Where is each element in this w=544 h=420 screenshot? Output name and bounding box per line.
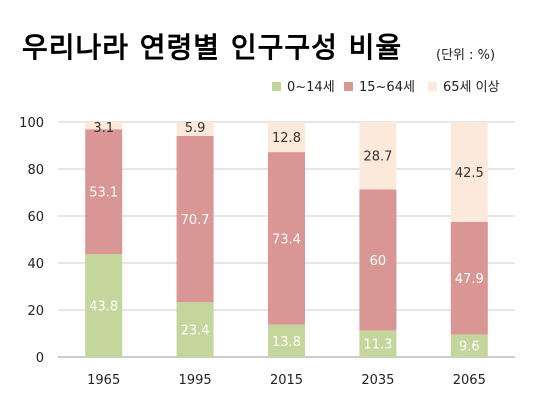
data-label-1965-series-0: 43.8 bbox=[89, 300, 118, 315]
legend-label-0: 0~14세 bbox=[287, 80, 335, 95]
bar-1965-series-1 bbox=[85, 129, 123, 255]
bar-2035-series-0 bbox=[359, 330, 397, 357]
legend-swatch-2 bbox=[428, 82, 437, 91]
data-label-2035-series-1: 60 bbox=[370, 254, 387, 269]
bar-2065-series-2 bbox=[450, 122, 488, 222]
bar-1995-series-0 bbox=[176, 302, 214, 357]
bar-2015-series-2 bbox=[268, 122, 305, 153]
y-tick-label-20: 20 bbox=[27, 304, 44, 319]
legend-label-1: 15~64세 bbox=[359, 80, 415, 95]
data-label-1965-series-2: 3.1 bbox=[93, 121, 114, 136]
unit-label: (단위 : %) bbox=[436, 48, 496, 63]
bar-1965-series-2 bbox=[85, 122, 123, 130]
bar-1995-series-1 bbox=[176, 135, 214, 303]
legend-label-2: 65세 이상 bbox=[443, 80, 500, 95]
bar-2065-series-1 bbox=[450, 221, 488, 335]
bar-2065-series-0 bbox=[450, 334, 488, 357]
bar-1995-series-2 bbox=[176, 122, 214, 136]
bar-2015-series-1 bbox=[268, 152, 305, 325]
data-label-2015-series-0: 13.8 bbox=[272, 335, 301, 350]
data-label-1965-series-1: 53.1 bbox=[89, 186, 118, 201]
y-tick-label-40: 40 bbox=[27, 257, 44, 272]
x-tick-label-2065: 2065 bbox=[453, 373, 486, 388]
bar-2035-series-1 bbox=[359, 189, 397, 331]
y-tick-label-80: 80 bbox=[27, 163, 44, 178]
data-label-2015-series-2: 12.8 bbox=[272, 131, 301, 146]
data-label-1995-series-2: 5.9 bbox=[185, 121, 206, 136]
y-tick-label-60: 60 bbox=[27, 210, 44, 225]
data-label-1995-series-1: 70.7 bbox=[181, 213, 210, 228]
data-label-2015-series-1: 73.4 bbox=[272, 232, 301, 247]
data-label-2035-series-0: 11.3 bbox=[363, 338, 392, 353]
data-label-1995-series-0: 23.4 bbox=[181, 324, 210, 339]
chart-title: 우리나라 연령별 인구구성 비율 bbox=[22, 31, 403, 64]
legend-swatch-1 bbox=[344, 82, 353, 91]
bar-1965-series-0 bbox=[85, 254, 123, 357]
data-label-2035-series-2: 28.7 bbox=[363, 150, 392, 165]
x-tick-label-2015: 2015 bbox=[270, 373, 303, 388]
bar-2035-series-2 bbox=[359, 122, 397, 190]
x-tick-label-2035: 2035 bbox=[361, 373, 394, 388]
x-tick-label-1995: 1995 bbox=[179, 373, 212, 388]
data-label-2065-series-1: 47.9 bbox=[455, 272, 484, 287]
data-label-2065-series-2: 42.5 bbox=[455, 166, 484, 181]
data-label-2065-series-0: 9.6 bbox=[459, 340, 480, 355]
x-tick-label-1965: 1965 bbox=[87, 373, 120, 388]
y-tick-label-100: 100 bbox=[19, 116, 44, 131]
legend-swatch-0 bbox=[272, 82, 281, 91]
bar-2015-series-0 bbox=[268, 324, 305, 357]
y-tick-label-0: 0 bbox=[36, 351, 44, 366]
